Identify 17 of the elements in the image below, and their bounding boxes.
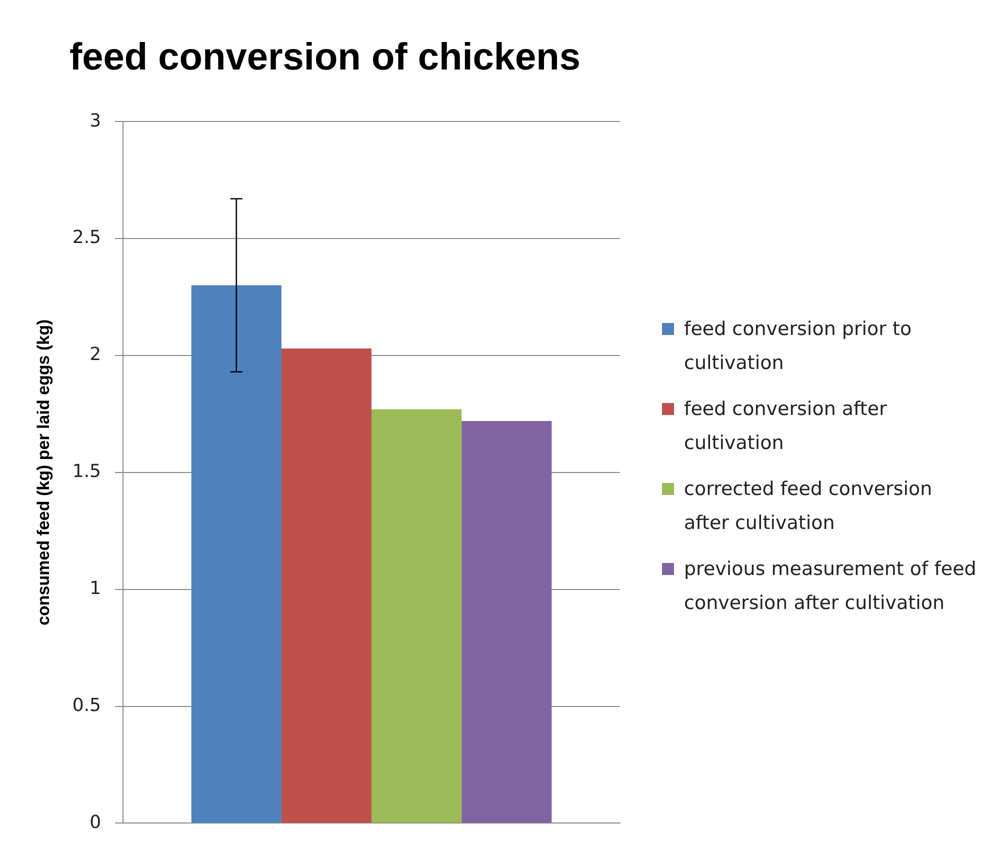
y-tick-label: 2.5: [72, 227, 102, 248]
bar: [281, 348, 372, 823]
y-tick-label: 1: [90, 578, 102, 600]
legend-label: corrected feed conversion after cultivation: [684, 477, 934, 536]
legend-label: feed conversion prior to cultivation: [684, 317, 913, 376]
legend-label: previous measurement of feed conversion after cultivation: [684, 557, 978, 616]
y-tick-label: 2: [90, 344, 102, 366]
y-tick-label: 3: [90, 110, 102, 132]
y-tick-label: 0.5: [72, 694, 102, 716]
bar: [462, 420, 552, 823]
bar: [372, 409, 462, 823]
chart-title: feed conversion of chickens: [69, 36, 581, 78]
y-axis-title: consumed feed (kg) per laid eggs (kg): [34, 319, 53, 626]
y-tick-label: 0: [90, 812, 102, 833]
bar: [191, 285, 282, 823]
legend-label: feed conversion after cultivation: [684, 397, 888, 456]
y-tick-label: 1.5: [72, 461, 102, 482]
